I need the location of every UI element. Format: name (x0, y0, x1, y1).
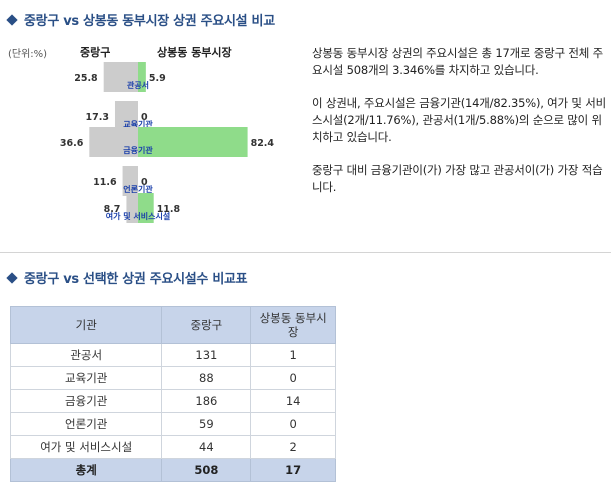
category-label: 여가 및 서비스시설 (106, 211, 170, 221)
table-row: 여가 및 서비스시설 44 2 (9, 435, 336, 459)
table-cell-sangbong: 1 (250, 343, 336, 367)
table-cell-facility: 언론기관 (9, 412, 163, 436)
table-total-jungnang: 508 (161, 458, 252, 482)
table-cell-jungnang: 88 (161, 366, 252, 390)
table-row: 금융기관 186 14 (9, 389, 336, 413)
table-header-sangbong: 상봉동 동부시장 (250, 306, 336, 344)
bar-jungnang (126, 193, 138, 223)
table-cell-facility: 교육기관 (9, 366, 163, 390)
table-row: 언론기관 59 0 (9, 412, 336, 436)
table-total-row: 총계 508 17 (9, 458, 336, 482)
table-header-facility: 기관 (9, 306, 163, 344)
table-cell-sangbong: 14 (250, 389, 336, 413)
data-label-jungnang: 25.8 (74, 73, 98, 84)
bar-jungnang (103, 62, 138, 92)
section-title-text: 중랑구 vs 상봉동 동부시장 상권 주요시설 비교 (24, 14, 275, 29)
table-total-sangbong: 17 (250, 458, 336, 482)
data-label-jungnang: 8.7 (104, 204, 121, 215)
section-divider (0, 252, 611, 253)
data-label-sangbong: 5.9 (149, 73, 166, 84)
table-cell-jungnang: 59 (161, 412, 252, 436)
description-paragraph-3: 중랑구 대비 금융기관이(가) 가장 많고 관공서이(가) 가장 적습니다. (312, 163, 603, 194)
bar-sangbong (138, 62, 146, 92)
description-paragraph-1: 상봉동 동부시장 상권의 주요시설은 총 17개로 중랑구 전체 주요시설 50… (312, 46, 603, 77)
description-panel: 상봉동 동부시장 상권의 주요시설은 총 17개로 중랑구 전체 주요시설 50… (312, 45, 608, 212)
data-label-sangbong: 11.8 (157, 204, 181, 215)
data-label-sangbong: 0 (141, 112, 148, 123)
data-label-jungnang: 11.6 (93, 177, 117, 188)
diamond-bullet-icon (6, 272, 18, 284)
table-header-row: 기관 중랑구 상봉동 동부시장 (9, 306, 336, 344)
table-cell-facility: 여가 및 서비스시설 (9, 435, 163, 459)
table-cell-sangbong: 0 (250, 412, 336, 436)
data-label-jungnang: 17.3 (86, 112, 109, 123)
category-label: 교육기관 (123, 119, 153, 129)
bar-jungnang (89, 127, 138, 157)
table-cell-sangbong: 0 (250, 366, 336, 390)
table-cell-sangbong: 2 (250, 435, 336, 459)
bar-sangbong (138, 193, 154, 223)
category-label: 관공서 (127, 80, 149, 90)
bar-jungnang (114, 101, 138, 131)
data-label-sangbong: 82.4 (251, 138, 275, 149)
chart-unit-label: (단위:%) (8, 49, 48, 60)
table-cell-jungnang: 186 (161, 389, 252, 413)
diamond-bullet-icon (6, 14, 18, 26)
category-label: 언론기관 (123, 184, 153, 194)
category-label: 금융기관 (123, 145, 153, 155)
section-title-table: 중랑구 vs 선택한 상권 주요시설수 비교표 (4, 268, 248, 287)
section-title-comparison: 중랑구 vs 상봉동 동부시장 상권 주요시설 비교 (4, 10, 275, 29)
bar-sangbong (138, 127, 248, 157)
bar-jungnang (122, 166, 138, 196)
facility-comparison-chart: (단위:%) 중랑구 상봉동 동부시장 25.8 5.9 관공서 17.3 0 교육기관 3… (0, 36, 300, 236)
section-title-text: 중랑구 vs 선택한 상권 주요시설수 비교표 (24, 272, 248, 287)
data-label-sangbong: 0 (141, 177, 148, 188)
description-paragraph-2: 이 상권내, 주요시설은 금융기관(14개/82.35%), 여가 및 서비스시… (312, 96, 606, 144)
table-row: 교육기관 88 0 (9, 366, 336, 390)
facility-count-table: 기관 중랑구 상봉동 동부시장 관공서 131 1 교육기관 88 0 금융기관… (9, 306, 336, 482)
chart-series-sangbong-label: 상봉동 동부시장 (157, 46, 232, 59)
data-label-jungnang: 36.6 (60, 138, 84, 149)
table-cell-facility: 금융기관 (9, 389, 163, 413)
table-total-label: 총계 (9, 458, 163, 482)
table-row: 관공서 131 1 (9, 343, 336, 367)
table-cell-jungnang: 131 (161, 343, 252, 367)
chart-series-jungnang-label: 중랑구 (80, 46, 111, 59)
table-cell-jungnang: 44 (161, 435, 252, 459)
table-cell-facility: 관공서 (9, 343, 163, 367)
table-header-jungnang: 중랑구 (161, 306, 252, 344)
